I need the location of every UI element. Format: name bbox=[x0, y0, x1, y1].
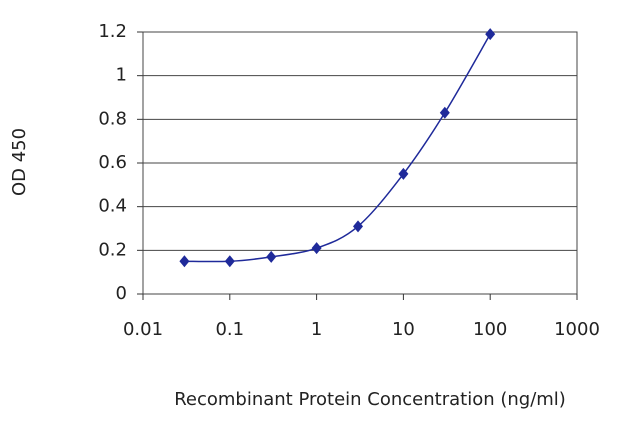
y-tick-label: 0.8 bbox=[98, 108, 127, 129]
curve bbox=[184, 33, 491, 263]
x-tick-label: 0.1 bbox=[215, 319, 244, 340]
marker bbox=[266, 250, 277, 263]
marker bbox=[439, 106, 450, 119]
x-tick-label: 1 bbox=[311, 319, 322, 340]
y-axis-label: OD 450 bbox=[9, 128, 30, 196]
marker bbox=[179, 255, 190, 268]
y-tick-label: 1.2 bbox=[98, 21, 127, 42]
marker bbox=[224, 255, 235, 268]
marker bbox=[311, 242, 322, 255]
y-tick-label: 0.6 bbox=[98, 152, 127, 173]
y-tick-label: 0 bbox=[116, 283, 127, 304]
x-tick-label: 100 bbox=[473, 319, 507, 340]
x-tick-label: 10 bbox=[392, 319, 415, 340]
x-tick-label: 0.01 bbox=[123, 319, 163, 340]
plot-frame bbox=[142, 31, 578, 295]
y-tick-label: 1 bbox=[116, 65, 127, 86]
x-tick-label: 1000 bbox=[554, 319, 600, 340]
y-tick-label: 0.2 bbox=[98, 239, 127, 260]
marker bbox=[485, 28, 496, 41]
marker bbox=[353, 220, 364, 233]
y-tick-label: 0.4 bbox=[98, 196, 127, 217]
marker bbox=[398, 167, 409, 180]
x-axis-label: Recombinant Protein Concentration (ng/ml… bbox=[174, 389, 566, 410]
